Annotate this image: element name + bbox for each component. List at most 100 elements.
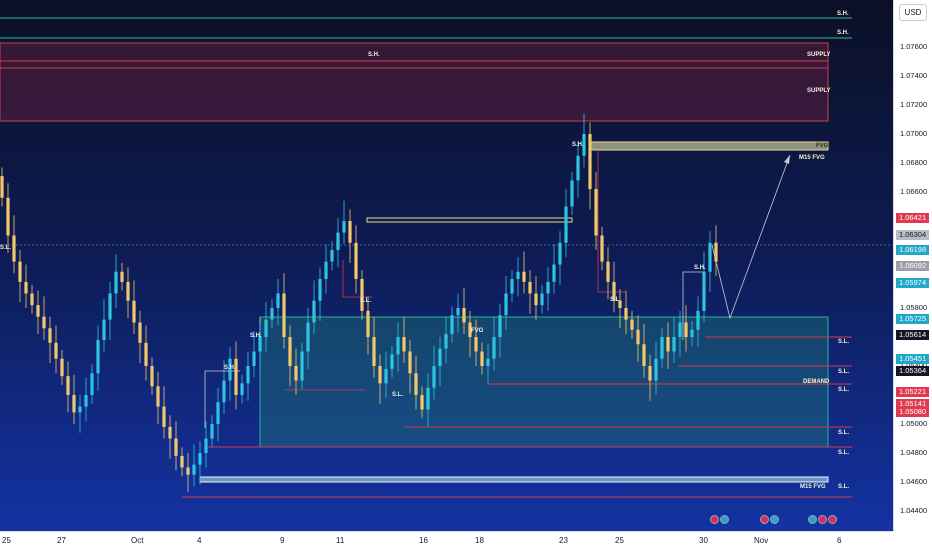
candle-body [318, 279, 322, 301]
candle-body [618, 300, 622, 308]
candle-body [282, 293, 286, 337]
projection-arrowhead [784, 155, 790, 164]
candle-body [468, 322, 472, 337]
candle-body [438, 348, 442, 366]
event-icon[interactable] [818, 515, 827, 524]
sl-label: S.L. [838, 339, 850, 345]
time-tick: 4 [197, 536, 202, 545]
candle-body [414, 373, 418, 395]
candle-body [216, 402, 220, 424]
price-tick: 1.07200 [900, 100, 928, 109]
indicator-icon[interactable] [720, 515, 729, 524]
projection-path [711, 154, 791, 320]
fvg-label: FVG [816, 143, 829, 149]
price-tick: 1.05000 [900, 419, 928, 428]
price-label: 1.05364 [896, 366, 929, 377]
supply-zone [0, 42, 829, 122]
fvg-box [589, 141, 829, 151]
time-tick: 18 [475, 536, 484, 545]
toolbar-icons[interactable] [808, 515, 837, 524]
time-tick: 23 [559, 536, 568, 545]
time-tick: 30 [699, 536, 708, 545]
candle-body [444, 334, 448, 349]
price-label: 1.05141 [896, 398, 929, 409]
candle-body [552, 264, 556, 282]
price-label: 1.05974 [896, 277, 929, 288]
candle-body [222, 380, 226, 403]
candle-body [300, 351, 304, 381]
price-label: 1.05451 [896, 353, 929, 364]
time-tick: 6 [837, 536, 842, 545]
supply-label: SUPPLY [807, 52, 831, 58]
sh-label: S.H. [837, 11, 849, 17]
sl-label: S.L. [838, 369, 850, 375]
sh-label: S.H. [837, 30, 849, 36]
toolbar-icons[interactable] [760, 515, 779, 524]
candle-body [516, 271, 520, 279]
candle-body [570, 180, 574, 207]
event-icon[interactable] [760, 515, 769, 524]
candle-body [114, 271, 118, 294]
axis-corner [893, 531, 932, 550]
candle-body [456, 308, 460, 316]
sl-label: S.L. [838, 387, 850, 393]
time-axis[interactable] [0, 531, 893, 550]
candle-body [396, 337, 400, 355]
time-tick: 25 [2, 536, 11, 545]
candle-body [540, 293, 544, 306]
candle-body [606, 261, 610, 282]
candle-body [450, 315, 454, 335]
candle-body [696, 310, 700, 330]
price-label: 1.05080 [896, 407, 929, 418]
time-tick: 11 [336, 536, 345, 545]
candle-body [588, 134, 592, 190]
candle-body [642, 344, 646, 366]
sl-label: S.L. [610, 297, 622, 303]
candle-body [258, 337, 262, 352]
candle-body [42, 316, 46, 329]
candle-body [630, 319, 634, 330]
candle-body [522, 271, 526, 282]
candle-body [66, 376, 70, 395]
fvg-label: FVG [471, 328, 484, 334]
candle-body [624, 308, 628, 320]
candle-body [510, 279, 514, 294]
toolbar-icons[interactable] [710, 515, 729, 524]
currency-button[interactable]: USD [899, 4, 927, 21]
candle-body [432, 366, 436, 388]
event-icon[interactable] [828, 515, 837, 524]
event-icon[interactable] [770, 515, 779, 524]
candle-body [366, 310, 370, 337]
time-tick: 9 [280, 536, 285, 545]
price-tick: 1.07600 [900, 42, 928, 51]
candle-body [474, 337, 478, 352]
candle-body [354, 242, 358, 279]
candle-body [564, 206, 568, 243]
price-tick: 1.04400 [900, 506, 928, 515]
m15-fvg-box [199, 476, 829, 483]
sl-label: S.L. [0, 245, 12, 251]
candle-body [144, 342, 148, 366]
candle-body [546, 281, 550, 294]
candle-body [576, 155, 580, 181]
candle-body [462, 308, 466, 323]
candle-body [150, 366, 154, 387]
price-chart[interactable] [0, 0, 893, 531]
candle-body [48, 328, 52, 343]
candle-body [156, 386, 160, 407]
candle-body [264, 319, 268, 337]
price-tick: 1.07400 [900, 71, 928, 80]
event-icon[interactable] [808, 515, 817, 524]
candle-body [330, 250, 334, 262]
candle-body [120, 271, 124, 282]
price-tick: 1.05400 [900, 361, 927, 370]
sh-label: S.H. [368, 52, 380, 58]
lightning-icon[interactable] [710, 515, 719, 524]
time-tick: Oct [131, 536, 144, 545]
candle-body [72, 395, 76, 413]
candle-body [162, 406, 166, 427]
candle-body [714, 242, 718, 262]
sl-label: S.L. [392, 392, 404, 398]
candle-body [408, 351, 412, 374]
candle-body [228, 358, 232, 381]
